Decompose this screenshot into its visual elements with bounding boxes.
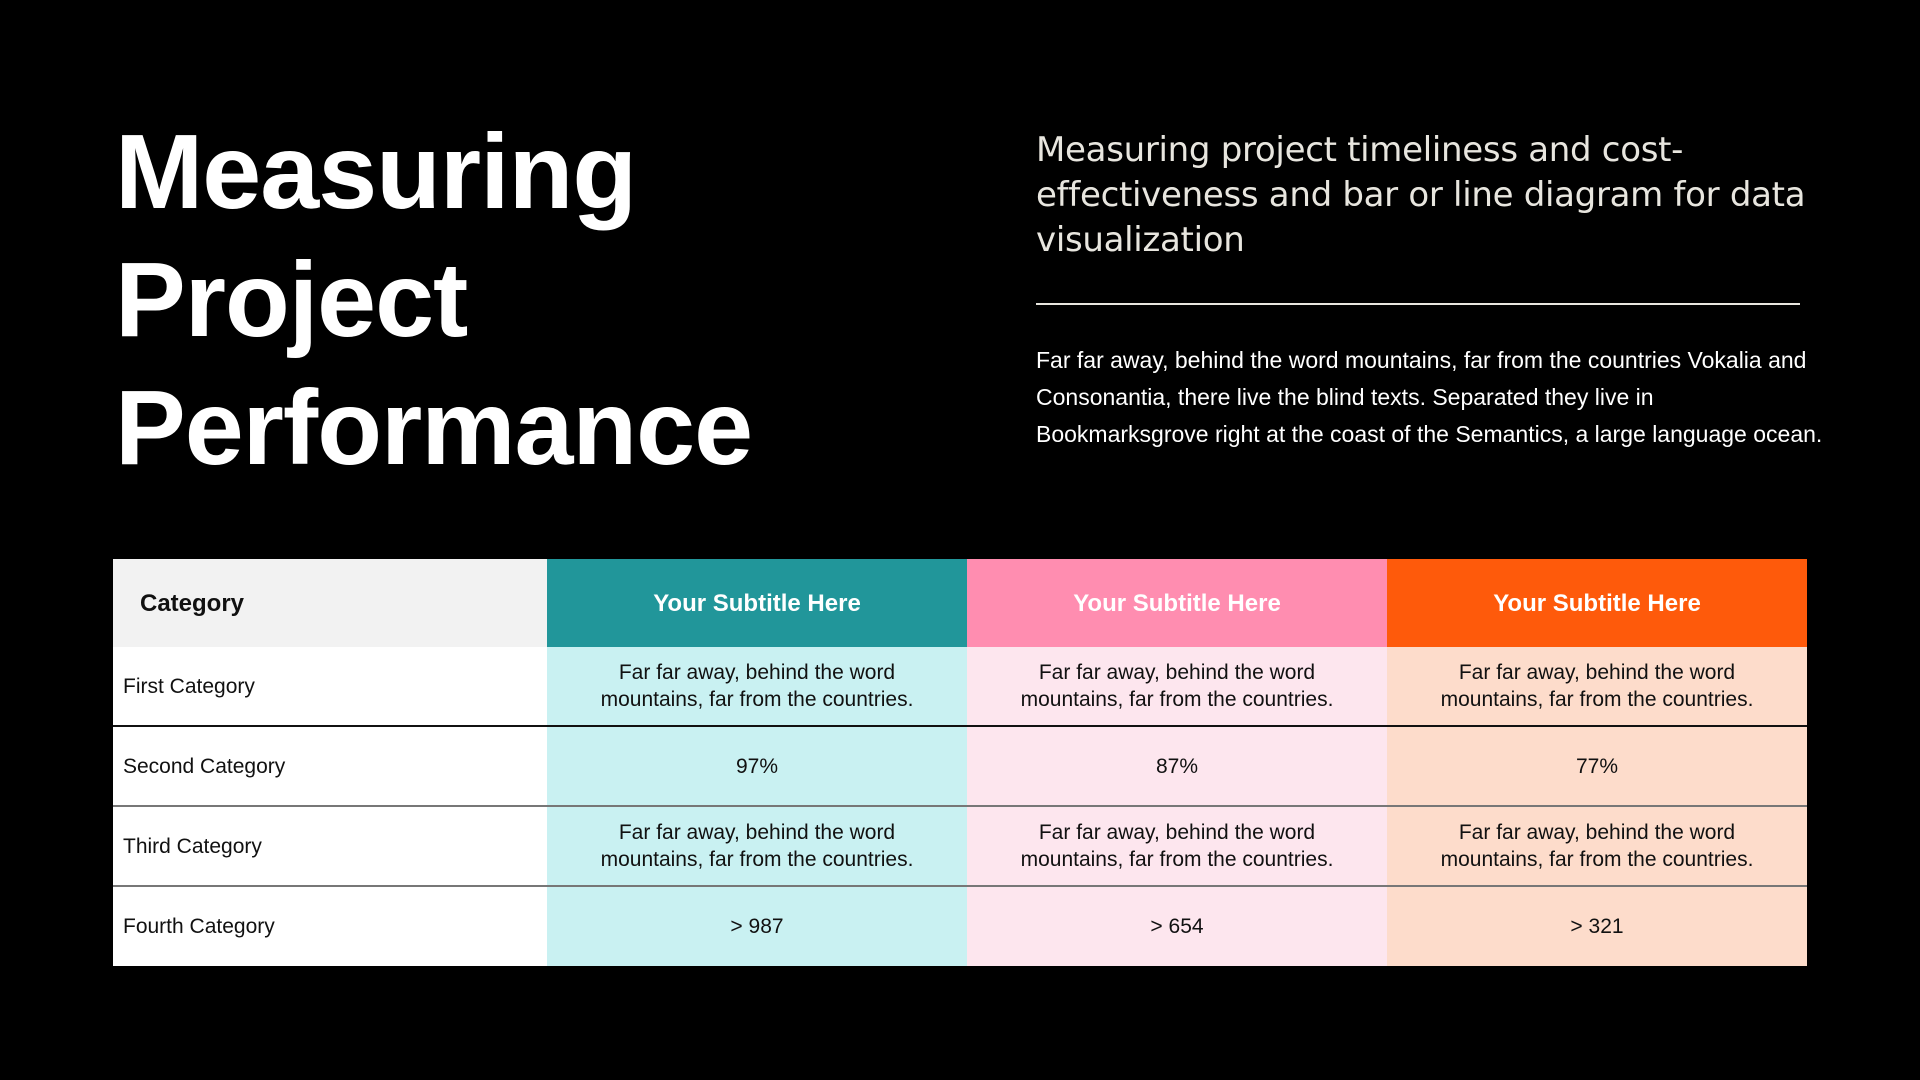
body-paragraph: Far far away, behind the word mountains,… (1036, 347, 1823, 447)
table-cell: > 654 (967, 887, 1387, 966)
table-cell: Far far away, behind the word mountains,… (1387, 807, 1807, 887)
title-line-1: Measuring (115, 113, 637, 231)
row-label: Third Category (113, 807, 547, 887)
table-cell: > 987 (547, 887, 967, 966)
subtitle: Measuring project timeliness and cost-ef… (1036, 130, 1806, 260)
comparison-table: Category Your Subtitle Here Your Subtitl… (113, 559, 1807, 966)
table-cell: 77% (1387, 727, 1807, 807)
header-column-2: Your Subtitle Here (967, 559, 1387, 647)
title-line-3: Performance (115, 369, 753, 487)
divider (1036, 303, 1800, 305)
table-cell: Far far away, behind the word mountains,… (1387, 647, 1807, 727)
header-column-1: Your Subtitle Here (547, 559, 967, 647)
row-label: First Category (113, 647, 547, 727)
page-title: Measuring Project Performance (115, 108, 975, 492)
table-cell: > 321 (1387, 887, 1807, 966)
table-cell: Far far away, behind the word mountains,… (967, 807, 1387, 887)
row-label: Fourth Category (113, 887, 547, 966)
row-label: Second Category (113, 727, 547, 807)
title-line-2: Project (115, 241, 468, 359)
table-cell: Far far away, behind the word mountains,… (547, 807, 967, 887)
table-cell: 97% (547, 727, 967, 807)
table-cell: Far far away, behind the word mountains,… (967, 647, 1387, 727)
header-column-3: Your Subtitle Here (1387, 559, 1807, 647)
table-cell: Far far away, behind the word mountains,… (547, 647, 967, 727)
table-cell: 87% (967, 727, 1387, 807)
header-category: Category (113, 559, 547, 647)
